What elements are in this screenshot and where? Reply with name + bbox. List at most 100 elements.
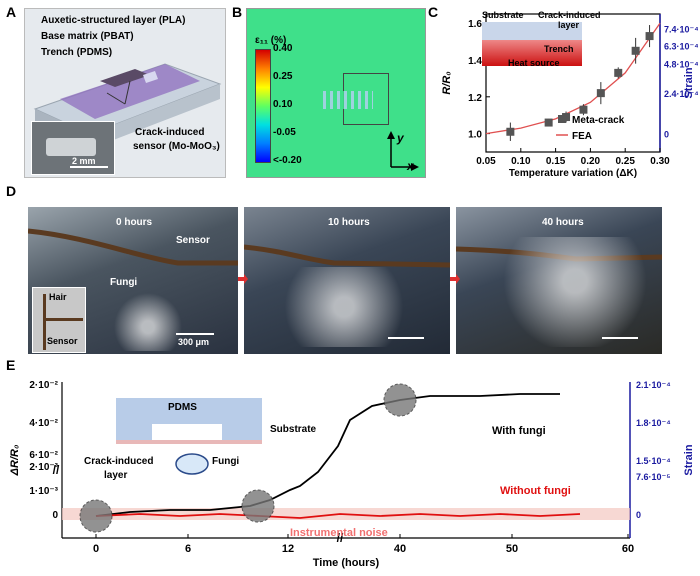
chart-e-y2tick-label: 7.6·10⁻⁵ <box>636 472 671 482</box>
inset-e-pdms: PDMS <box>168 402 197 413</box>
panel-b-strain-map: ε₁₁ (%) 0.40 0.25 0.10 -0.05 <-0.20 y x <box>246 8 426 178</box>
panel-label-c: C <box>428 4 439 20</box>
chart-c-xtick-label: 0.25 <box>615 156 635 167</box>
inset-e-crack-1: Crack-induced <box>84 456 154 467</box>
chart-c-xtick-label: 0.10 <box>511 156 531 167</box>
hair-inset: Hair Sensor <box>32 287 86 353</box>
photo-0-sensor-label: Sensor <box>176 235 210 246</box>
panel-a-illustration: Auxetic-structured layer (PLA) Base matr… <box>24 8 226 178</box>
inset-c-crack-1: Crack-induced <box>538 10 601 20</box>
chart-e-y2tick-label: 1.5·10⁻⁴ <box>636 456 671 466</box>
photo-10-hours: 10 hours <box>244 207 450 354</box>
chart-c-y2tick-label: 0 <box>664 130 669 140</box>
photo-10-title: 10 hours <box>328 217 370 228</box>
chart-c-legend-marker <box>558 115 566 123</box>
chart-c-point <box>506 127 515 136</box>
scale-bar-10 <box>388 337 424 339</box>
panel-label-e: E <box>6 357 16 373</box>
chart-c-y2tick-label: 4.8·10⁻⁴ <box>664 60 698 70</box>
chart-c-fea-line <box>485 22 661 135</box>
chart-c: 0.05 0.10 0.15 0.20 0.25 0.30 1.0 1.2 1.4 1.6 0 2.4… <box>441 13 698 179</box>
chart-c-legend-label: FEA <box>572 131 592 142</box>
inset-sensor-label: Sensor <box>47 336 78 346</box>
chart-c-point <box>562 113 571 122</box>
chart-e-ybreak-mark: // <box>53 463 60 477</box>
colorbar <box>255 49 271 163</box>
photo-40-title: 40 hours <box>542 217 584 228</box>
scale-label-d: 300 μm <box>178 337 210 347</box>
chart-c-point <box>645 32 654 41</box>
chart-c-xtick-label: 0.30 <box>650 156 670 167</box>
chart-e-label-without-fungi: Without fungi <box>500 485 571 497</box>
chart-c-point <box>579 105 588 114</box>
chart-e-ytick-label: 4·10⁻² <box>29 418 58 429</box>
chart-e-ytick-label: 2·10⁻³ <box>29 462 58 473</box>
label-base-matrix: Base matrix (PBAT) <box>41 31 134 42</box>
chart-c-xtick-label: 0.15 <box>546 156 566 167</box>
chart-c-ylabel: R/R₀ <box>441 71 453 94</box>
label-trench: Trench (PDMS) <box>41 47 113 58</box>
chart-c-point <box>614 68 623 77</box>
photo-0-title: 0 hours <box>116 217 153 228</box>
chart-e-ytick-label: 1·10⁻³ <box>29 486 58 497</box>
chart-e-inset: PDMS Substrate Crack-induced layer Fungi <box>84 396 346 488</box>
chart-e-ytick-label: 6·10⁻² <box>29 450 58 461</box>
chart-c-y2tick-label: 6.3·10⁻⁴ <box>664 41 698 51</box>
axis-y-label: y <box>397 131 404 145</box>
colorbar-tick-1: 0.25 <box>273 71 293 82</box>
chart-e-highlight-circle <box>241 489 275 523</box>
chart-e-xtick-label: 6 <box>185 543 191 555</box>
colorbar-title: ε₁₁ (%) <box>255 35 287 46</box>
chart-e-xtick-label: 0 <box>93 543 99 555</box>
chart-e-xtick-label: 50 <box>506 543 518 555</box>
inset-c-heat: Heat source <box>508 58 560 68</box>
axis-x-label: x <box>407 159 414 173</box>
arrow-right-icon <box>238 274 248 284</box>
sensor-wire-10 <box>244 244 450 268</box>
inset-c-trench: Trench <box>544 44 574 54</box>
colorbar-tick-4: <-0.20 <box>273 155 302 166</box>
panel-label-d: D <box>6 183 17 199</box>
chart-c-y2tick-label: 7.4·10⁻⁴ <box>664 25 698 35</box>
fungi-cloud-icon <box>175 453 209 475</box>
chart-e-xtick-label: 40 <box>394 543 406 555</box>
panel-label-a: A <box>6 4 17 20</box>
chart-c-y2tick-label: 2.4·10⁻⁴ <box>664 89 698 99</box>
inset-c-substrate: Substrate <box>482 10 524 20</box>
chart-e-label-with-fungi: With fungi <box>492 425 546 437</box>
label-sensor-1: Crack-induced <box>135 127 205 138</box>
axis-arrows-icon <box>387 131 419 171</box>
chart-e-with-fungi-line <box>95 393 560 517</box>
chart-c-point <box>631 46 640 55</box>
chart-c-xlabel: Temperature variation (ΔK) <box>509 168 637 179</box>
scale-label-a: 2 mm <box>72 156 96 166</box>
chart-e-ylabel: ΔR/R₀ <box>9 445 21 477</box>
chart-c-ytick-label: 1.0 <box>468 130 482 141</box>
auxetic-pattern <box>323 91 373 109</box>
chart-c-ytick-label: 1.6 <box>468 19 482 30</box>
chart-c-legend-label: Meta-crack <box>572 115 625 126</box>
chart-e-without-fungi-line <box>95 513 581 519</box>
chart-e-xtick-label: 12 <box>282 543 294 555</box>
chart-c-y2label: Strain <box>683 67 695 98</box>
chart-e-highlight-circle <box>383 383 417 417</box>
panel-label-b: B <box>232 4 243 20</box>
chart-c-point <box>544 118 553 127</box>
chart-c-xtick-label: 0.05 <box>476 156 496 167</box>
photo-0-hours: 0 hours Sensor Fungi Hair Sensor 300 μm <box>28 207 238 354</box>
chart-c-ytick-label: 1.2 <box>468 93 482 104</box>
inset-e-substrate: Substrate <box>270 424 317 435</box>
photo-40-hours: 40 hours <box>456 207 662 354</box>
chart-c-point <box>596 89 605 98</box>
chart-c-xtick-label: 0.20 <box>581 156 601 167</box>
chart-e: 0 6 12 40 50 60 6·10⁻² 4·10⁻² 2·10⁻² 0 1·10⁻³ 2·10⁻… <box>9 380 695 569</box>
chart-e-ytick-label: 2·10⁻² <box>29 380 58 391</box>
chart-e-ytick-label: 0 <box>52 510 58 521</box>
chart-e-y2tick-label: 1.8·10⁻⁴ <box>636 418 671 428</box>
chart-e-noise-label: Instrumental noise <box>290 527 388 539</box>
arrow-right-icon-2 <box>450 274 460 284</box>
scale-bar-0 <box>176 333 214 335</box>
chart-e-y2tick-label: 0 <box>636 510 641 520</box>
scale-bar-40 <box>602 337 638 339</box>
chart-e-xtick-label: 60 <box>622 543 634 555</box>
